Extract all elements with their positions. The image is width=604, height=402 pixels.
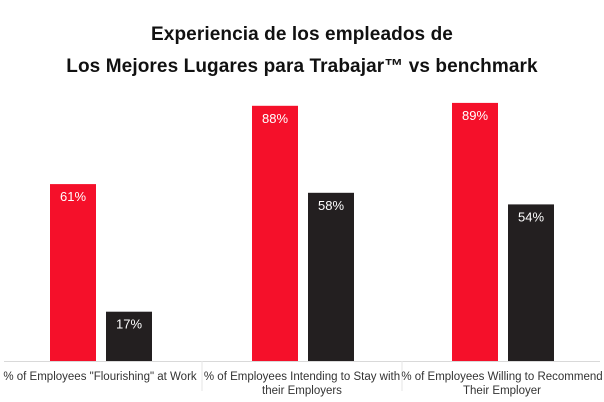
- category-label-3-line-2: Their Employer: [463, 385, 541, 397]
- category-label-1-line-1: % of Employees "Flourishing" at Work: [3, 371, 197, 383]
- category-label-3-line-1: % of Employees Willing to Recommend: [401, 371, 602, 383]
- value-label-s1-c3: 89%: [462, 108, 488, 123]
- chart-title-line-1: Experiencia de los empleados de: [151, 24, 453, 45]
- bar-s1-c2: [252, 105, 298, 361]
- chart-title-line-2: Los Mejores Lugares para Trabajar™ vs be…: [66, 56, 538, 77]
- value-label-s2-c2: 58%: [318, 198, 344, 213]
- bar-s2-c1: [106, 311, 152, 361]
- bar-s1-c3: [452, 102, 498, 362]
- value-label-s2-c3: 54%: [518, 209, 544, 224]
- value-label-s2-c1: 17%: [116, 317, 142, 332]
- value-label-s1-c2: 88%: [262, 111, 288, 126]
- category-label-2-line-1: % of Employees Intending to Stay with: [204, 371, 400, 383]
- bar-s2-c2: [308, 192, 354, 361]
- bar-s1-c1: [50, 184, 96, 361]
- bar-s2-c3: [508, 204, 554, 361]
- value-label-s1-c1: 61%: [60, 189, 86, 204]
- category-label-2-line-2: their Employers: [262, 385, 342, 397]
